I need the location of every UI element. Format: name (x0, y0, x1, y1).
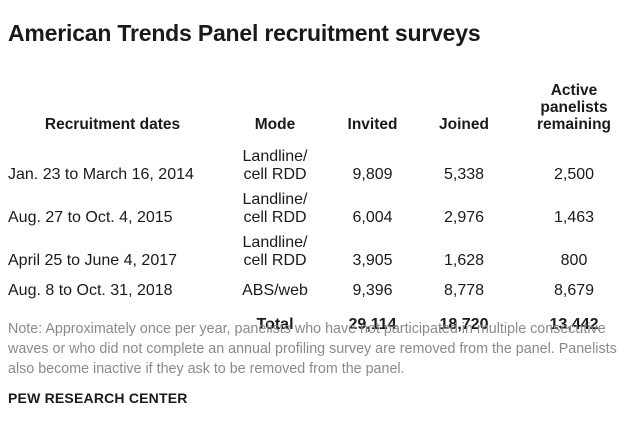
total-active: 13,442 (549, 316, 599, 333)
total-row: Total 29,114 18,720 13,442 (0, 300, 640, 334)
joined-cell: 8,778 (443, 282, 485, 299)
mode-line2: cell RDD (243, 209, 307, 226)
source-credit: PEW RESEARCH CENTER (8, 390, 188, 406)
recruitment-dates-cell: Jan. 23 to March 16, 2014 (8, 166, 194, 183)
mode-cell: Landline/cell RDD (225, 227, 325, 270)
joined-cell: 1,628 (443, 252, 485, 269)
table-row: Aug. 27 to Oct. 4, 2015 Landline/cell RD… (0, 184, 640, 227)
invited-cell: 6,004 (352, 209, 393, 226)
page-title: American Trends Panel recruitment survey… (8, 20, 481, 46)
mode-line1: Landline/ (242, 191, 308, 208)
joined-cell: 5,338 (443, 166, 485, 183)
active-cell: 800 (560, 252, 588, 269)
header-mode: Mode (254, 116, 296, 133)
invited-cell: 9,809 (352, 166, 393, 183)
mode-line1: Landline/ (242, 234, 308, 251)
total-label: Total (256, 316, 294, 333)
mode-cell: Landline/cell RDD (225, 184, 325, 227)
table-row: Jan. 23 to March 16, 2014 Landline/cell … (0, 141, 640, 184)
table-header-row: Recruitment dates Mode Invited Joined Ac… (0, 82, 640, 141)
mode-cell: Landline/cell RDD (225, 141, 325, 184)
mode-line2: cell RDD (243, 252, 307, 269)
total-joined: 18,720 (439, 316, 489, 333)
header-active-panelists: Active panelists remaining (508, 82, 640, 141)
active-cell: 2,500 (553, 166, 595, 183)
header-active-line3: remaining (536, 116, 612, 133)
invited-cell: 9,396 (352, 282, 393, 299)
mode-line1: Landline/ (242, 148, 308, 165)
footnote: Note: Approximately once per year, panel… (8, 321, 617, 377)
mode-line2: cell RDD (243, 166, 307, 183)
header-joined: Joined (439, 116, 489, 133)
total-invited: 29,114 (348, 316, 397, 333)
table-row: April 25 to June 4, 2017 Landline/cell R… (0, 227, 640, 270)
recruitment-dates-cell: Aug. 27 to Oct. 4, 2015 (8, 209, 173, 226)
active-cell: 1,463 (553, 209, 595, 226)
recruitment-dates-cell: April 25 to June 4, 2017 (8, 252, 178, 269)
header-invited: Invited (347, 116, 398, 133)
active-cell: 8,679 (553, 282, 595, 299)
header-active-line1: Active (550, 82, 598, 99)
header-recruitment-dates: Recruitment dates (44, 116, 181, 133)
recruitment-table: Recruitment dates Mode Invited Joined Ac… (0, 82, 640, 334)
recruitment-dates-cell: Aug. 8 to Oct. 31, 2018 (8, 282, 173, 299)
mode-cell: ABS/web (242, 282, 308, 299)
table-row: Aug. 8 to Oct. 31, 2018 ABS/web 9,396 8,… (0, 270, 640, 300)
invited-cell: 3,905 (352, 252, 393, 269)
header-active-line2: panelists (540, 99, 608, 116)
joined-cell: 2,976 (443, 209, 485, 226)
